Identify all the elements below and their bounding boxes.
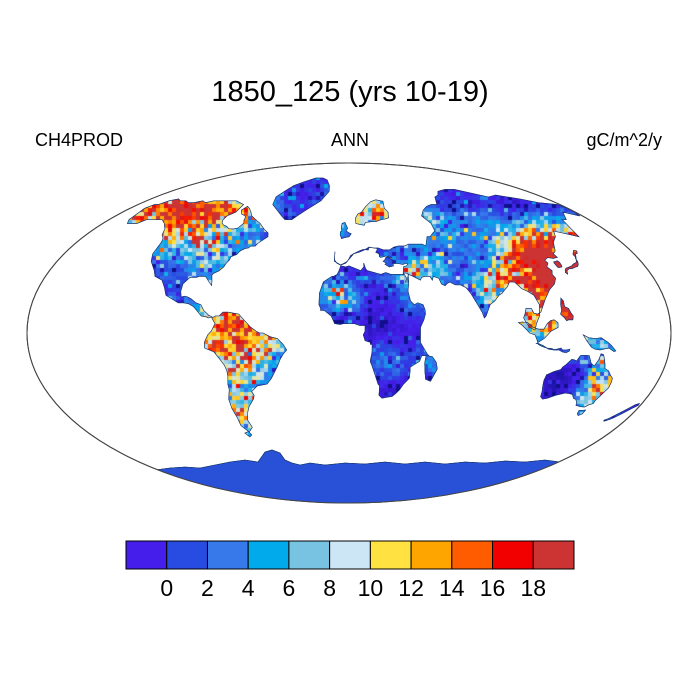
svg-text:8: 8 xyxy=(323,575,336,601)
svg-text:0: 0 xyxy=(160,575,173,601)
svg-text:16: 16 xyxy=(480,575,506,601)
svg-text:12: 12 xyxy=(398,575,424,601)
svg-text:18: 18 xyxy=(520,575,546,601)
svg-text:4: 4 xyxy=(242,575,255,601)
svg-text:14: 14 xyxy=(439,575,465,601)
svg-text:6: 6 xyxy=(283,575,296,601)
svg-text:10: 10 xyxy=(358,575,384,601)
svg-text:2: 2 xyxy=(201,575,214,601)
